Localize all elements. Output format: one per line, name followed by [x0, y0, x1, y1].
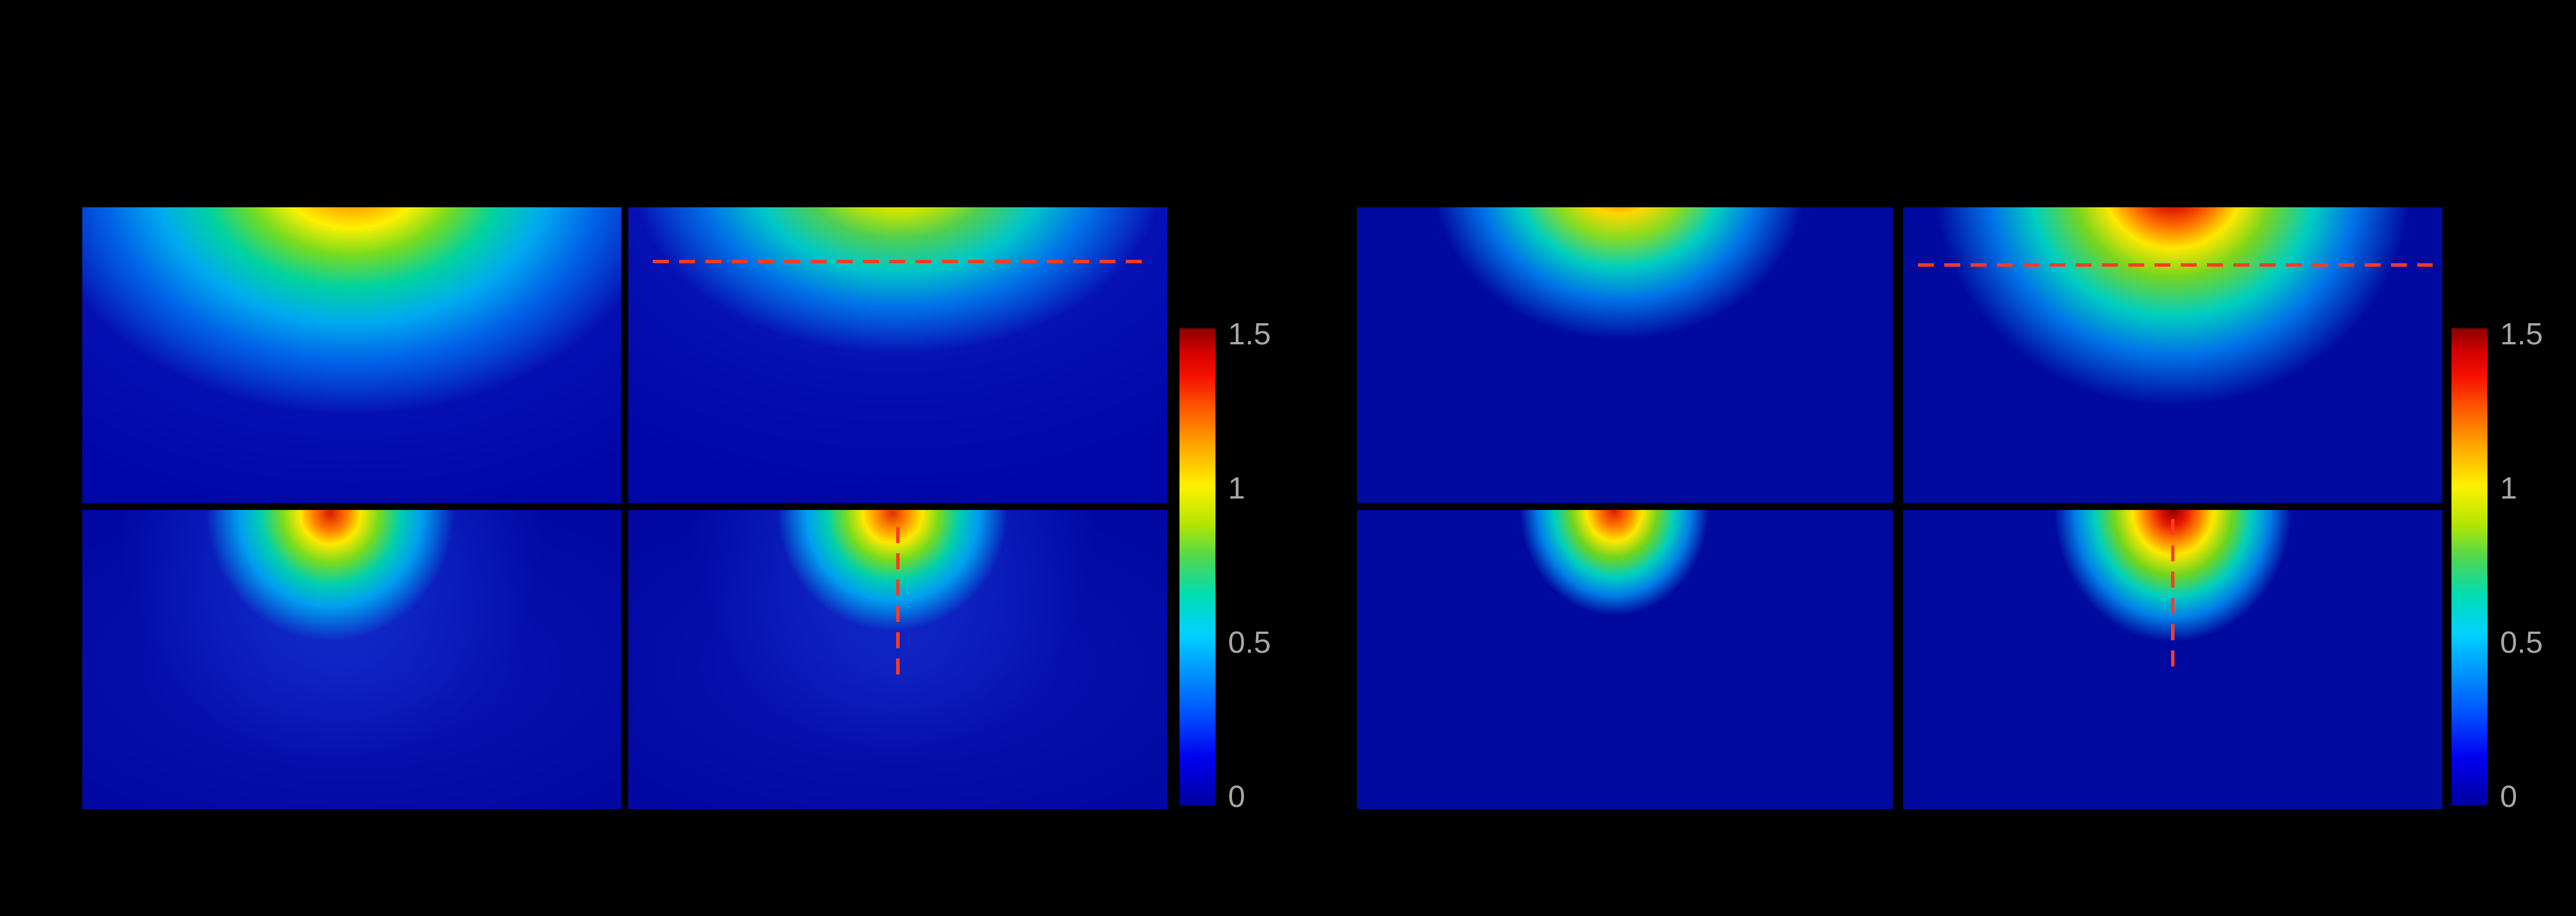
colorbar-tick-label: 0.5 — [1228, 625, 1271, 660]
colorbar-tick-label: 0 — [2500, 780, 2518, 814]
heatmap-panel-right-bottom-left — [1357, 510, 1893, 809]
colorbar-tick-label: 1 — [1228, 471, 1246, 505]
colorbar-tick-label: 0 — [1228, 780, 1246, 814]
heatmap-panel-left-top-right — [628, 207, 1167, 503]
vertical-dashed-line — [2171, 519, 2174, 674]
colorbar-tick-label: 0.5 — [2500, 625, 2543, 660]
colorbar-right: 1.5 1 0.5 0 — [2451, 319, 2543, 812]
heatmap-panel-right-top-right — [1903, 207, 2442, 503]
vertical-dashed-line — [896, 527, 900, 676]
colorbar-left: 1.5 1 0.5 0 — [1179, 319, 1271, 812]
heatmap-panel-left-bottom-left — [82, 510, 621, 809]
horizontal-dashed-line — [1918, 263, 2433, 267]
heatmap-panel-right-top-left — [1357, 207, 1893, 503]
horizontal-dashed-line — [653, 260, 1146, 263]
colorbar-tick-label: 1.5 — [2500, 317, 2543, 351]
colorbar-tick-label: 1 — [2500, 471, 2518, 505]
colorbar-tick-label: 1.5 — [1228, 317, 1271, 351]
heatmap-panel-left-bottom-right — [628, 510, 1167, 809]
heatmap-panel-right-bottom-right — [1903, 510, 2442, 809]
heatmap-panel-left-top-left — [82, 207, 621, 503]
